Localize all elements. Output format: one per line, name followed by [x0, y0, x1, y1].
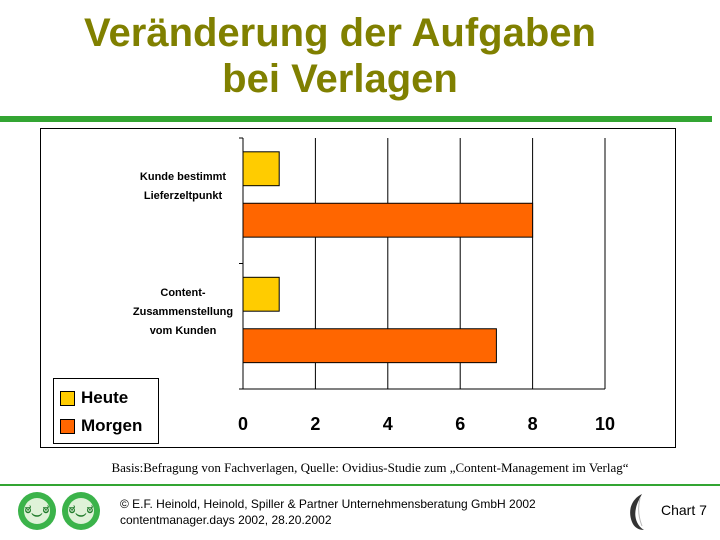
category-label-1-line-1: Zusammenstellung [133, 306, 233, 318]
x-tick-label-2: 2 [310, 414, 320, 434]
copyright-line-2: contentmanager.days 2002, 28.20.2002 [120, 513, 332, 527]
smiley-logo-2-inner [68, 498, 94, 524]
smiley-logo-2: ಠ‿ಠ [62, 492, 100, 530]
legend-label-heute: Heute [81, 388, 129, 407]
x-tick-label-6: 6 [455, 414, 465, 434]
chart-number: Chart 7 [661, 502, 707, 518]
x-tick-label-4: 4 [383, 414, 393, 434]
legend-swatch-heute [60, 390, 75, 406]
legend-swatch-morgen [60, 418, 75, 434]
copyright-line-1: © E.F. Heinold, Heinold, Spiller & Partn… [120, 497, 536, 511]
smiley-logo-inner [24, 498, 50, 524]
bar-morgen-1 [242, 328, 497, 364]
feather-quill-logo [630, 494, 644, 530]
category-label-0-line-1: Lieferzeltpunkt [144, 190, 223, 202]
smiley-logo: ಠ‿ಠ [18, 492, 56, 530]
bar-heute-1 [242, 276, 280, 312]
smiley-logo-face: ಠ‿ಠ [24, 502, 50, 516]
footer-divider [0, 484, 720, 486]
category-label-0-line-0: Kunde bestimmt [140, 171, 227, 183]
slide-title: Veränderung der Aufgaben bei Verlagen [0, 10, 680, 102]
bar-morgen-0 [242, 202, 534, 238]
x-tick-label-0: 0 [238, 414, 248, 434]
legend-item-heute: Heute [60, 385, 128, 411]
bar-heute-0 [242, 151, 280, 187]
x-tick-label-10: 10 [595, 414, 615, 434]
legend-item-morgen: Morgen [60, 413, 142, 439]
copyright-block: © E.F. Heinold, Heinold, Spiller & Partn… [120, 496, 536, 528]
category-label-1-line-0: Content- [160, 287, 206, 299]
smiley-logo-2-face: ಠ‿ಠ [68, 502, 94, 516]
legend-label-morgen: Morgen [81, 416, 143, 435]
chart-legend: Heute Morgen [53, 378, 159, 444]
title-line-2: bei Verlagen [222, 57, 458, 101]
x-tick-label-8: 8 [528, 414, 538, 434]
title-divider [0, 116, 712, 122]
title-line-1: Veränderung der Aufgaben [84, 11, 596, 55]
category-label-1-line-2: vom Kunden [150, 325, 217, 337]
source-note: Basis:Befragung von Fachverlagen, Quelle… [111, 460, 629, 475]
